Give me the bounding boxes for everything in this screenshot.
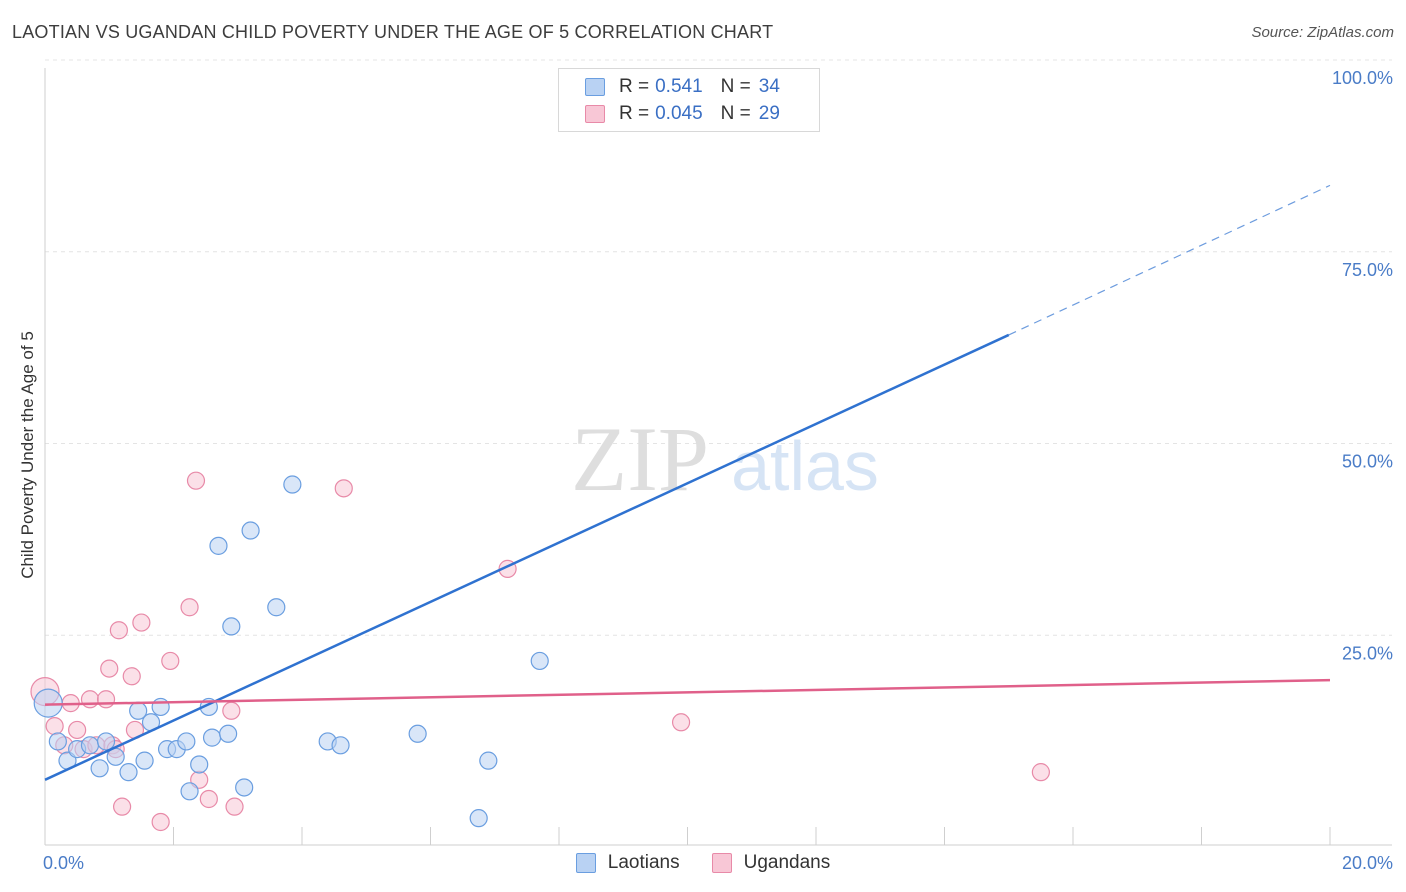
legend-swatch-laotians xyxy=(585,78,605,96)
ugandans-point xyxy=(1031,763,1050,782)
legend-item-ugandans[interactable]: Ugandans xyxy=(711,852,831,874)
ugandans-point xyxy=(222,701,241,720)
laotians-point xyxy=(151,697,170,717)
ugandans-point xyxy=(225,797,244,816)
ugandans-point xyxy=(161,651,180,671)
laotians-point xyxy=(283,475,302,494)
laotians-point xyxy=(241,521,260,540)
ugandans-point xyxy=(112,797,132,816)
ugandans-point xyxy=(100,659,119,678)
laotians-point xyxy=(135,751,154,770)
laotians-trend-extension xyxy=(1008,184,1331,336)
watermark-atlas: atlas xyxy=(731,427,879,505)
legend-r-value: 0.045 xyxy=(655,103,703,124)
legend-swatch-ugandans xyxy=(711,853,732,873)
legend-label-ugandans: Ugandans xyxy=(743,852,831,873)
source-credit: Source: ZipAtlas.com xyxy=(1251,24,1394,41)
laotians-point xyxy=(190,755,209,774)
y-tick-label: 25.0% xyxy=(1342,643,1393,663)
laotians-point xyxy=(331,736,350,755)
laotians-point xyxy=(267,598,286,617)
series-legend: Laotians Ugandans xyxy=(0,852,1406,874)
ugandans-point xyxy=(109,621,128,640)
laotians-point xyxy=(48,732,67,751)
ugandans-point xyxy=(80,690,100,709)
legend-r-label: R = xyxy=(619,103,650,124)
legend-r-value: 0.541 xyxy=(655,76,703,97)
laotians-point xyxy=(479,751,498,770)
laotians-point xyxy=(469,809,488,828)
laotians-point xyxy=(119,763,138,782)
legend-n-value: 29 xyxy=(758,103,780,124)
y-tick-label: 50.0% xyxy=(1342,452,1393,472)
chart-title: LAOTIAN VS UGANDAN CHILD POVERTY UNDER T… xyxy=(12,22,774,42)
legend-swatch-laotians xyxy=(575,853,596,873)
x-tick-label: 20.0% xyxy=(1342,853,1393,873)
laotians-point xyxy=(180,782,199,801)
axes xyxy=(44,68,1392,846)
ugandans-point xyxy=(199,789,218,809)
laotians-point xyxy=(530,651,549,671)
ugandans-points xyxy=(30,471,1050,832)
legend-label-laotians: Laotians xyxy=(607,852,680,873)
legend-swatch-ugandans xyxy=(585,105,605,123)
gridlines xyxy=(45,59,1392,636)
ugandans-point xyxy=(96,690,116,709)
laotians-point xyxy=(80,736,100,755)
legend-n-value: 34 xyxy=(758,76,780,97)
watermark-zip: ZIP xyxy=(571,408,709,510)
laotians-point xyxy=(219,724,238,743)
watermark: ZIP atlas xyxy=(571,408,879,510)
laotians-point xyxy=(202,728,222,747)
ugandans-point xyxy=(132,613,151,632)
legend-row-ugandans: R = 0.045 N = 29 xyxy=(585,102,780,126)
ugandans-point xyxy=(671,713,691,732)
legend-row-laotians: R = 0.541 N = 34 xyxy=(585,75,780,99)
laotians-point xyxy=(177,732,196,751)
ugandans-trend-line xyxy=(44,678,1331,706)
x-tick-label: 0.0% xyxy=(43,853,84,873)
ugandans-point xyxy=(68,720,87,740)
laotians-points xyxy=(33,68,761,828)
legend-n-label: N = xyxy=(720,76,751,97)
y-tick-label: 75.0% xyxy=(1342,260,1393,280)
legend-n-label: N = xyxy=(720,103,751,124)
laotians-trend-line xyxy=(44,333,1010,781)
y-tick-label: 100.0% xyxy=(1332,68,1393,88)
laotians-point xyxy=(235,778,254,797)
laotians-point xyxy=(222,617,241,636)
ugandans-point xyxy=(180,598,199,617)
ugandans-point xyxy=(122,667,141,686)
ugandans-point xyxy=(186,471,206,490)
legend-item-laotians[interactable]: Laotians xyxy=(575,852,680,874)
correlation-legend: R = 0.541 N = 34 R = 0.045 N = 29 xyxy=(558,68,820,132)
laotians-point xyxy=(90,759,109,778)
trend-lines xyxy=(44,184,1331,781)
laotians-point xyxy=(408,724,427,743)
legend-r-label: R = xyxy=(619,76,650,97)
laotians-point xyxy=(96,732,116,751)
laotians-point xyxy=(209,536,228,555)
laotians-point xyxy=(33,688,63,718)
ugandans-point xyxy=(45,717,64,736)
ugandans-point xyxy=(334,479,353,498)
ugandans-point xyxy=(151,812,170,832)
tick-labels: 25.0% 50.0% 75.0% 100.0% 0.0% 20.0% xyxy=(43,68,1393,873)
